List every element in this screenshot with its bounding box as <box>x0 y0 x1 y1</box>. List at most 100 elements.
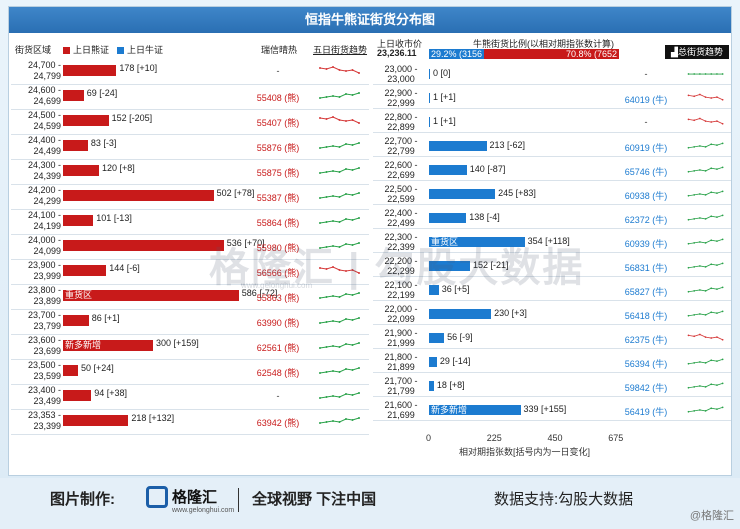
recovery-code[interactable]: 60938 (牛) <box>624 191 668 201</box>
recovery-code[interactable]: 60919 (牛) <box>624 143 668 153</box>
credit: @格隆汇 <box>689 510 734 522</box>
recovery-code[interactable]: 55876 (熊) <box>256 143 300 153</box>
trend-sparkline <box>319 417 360 424</box>
price-range-line: 22,300 - <box>384 232 418 242</box>
sparkline-point <box>693 386 696 388</box>
recovery-code[interactable]: 55980 (熊) <box>256 243 300 253</box>
bear-bar[interactable] <box>63 215 94 226</box>
recovery-code[interactable]: 62561 (熊) <box>256 343 300 353</box>
bear-bar[interactable] <box>63 240 224 251</box>
recovery-code[interactable]: 55387 (熊) <box>256 193 300 203</box>
recovery-code[interactable]: 56831 (牛) <box>624 263 668 273</box>
bull-bar[interactable] <box>429 189 496 199</box>
recovery-code[interactable]: 56394 (牛) <box>624 359 668 369</box>
bear-bar[interactable] <box>63 90 84 101</box>
recovery-code[interactable]: - <box>644 69 648 79</box>
bull-bar[interactable] <box>429 309 492 319</box>
bull-bar[interactable] <box>429 333 445 343</box>
total-trend-button[interactable]: ▟总街货趋势 <box>665 45 729 59</box>
recovery-code[interactable]: 65746 (牛) <box>624 167 668 177</box>
recovery-code[interactable]: - <box>276 391 280 401</box>
bear-row: 23,700 -23,799 86 [+1] 63990 (熊) <box>11 309 369 335</box>
sparkline-point <box>351 394 354 396</box>
bear-bar[interactable] <box>63 190 214 201</box>
trend-sparkline <box>319 192 360 199</box>
bear-bar[interactable] <box>63 415 129 426</box>
bear-bar[interactable] <box>63 365 78 376</box>
bull-bar[interactable] <box>429 381 434 391</box>
recovery-code[interactable]: 60939 (牛) <box>624 239 668 249</box>
recovery-code[interactable]: 55864 (熊) <box>256 218 300 228</box>
bull-bar[interactable] <box>429 285 439 295</box>
bear-row: 24,100 -24,199 101 [-13] 55864 (熊) <box>11 209 369 235</box>
recovery-code[interactable]: 65827 (牛) <box>624 287 668 297</box>
sparkline-point <box>351 119 354 121</box>
bear-bar[interactable] <box>63 315 89 326</box>
bear-bar[interactable] <box>63 390 92 401</box>
recovery-code[interactable]: 64019 (牛) <box>624 95 668 105</box>
bull-bar[interactable] <box>429 93 430 103</box>
recovery-code[interactable]: 56419 (牛) <box>624 407 668 417</box>
sparkline-point <box>710 359 713 362</box>
sparkline-point <box>345 243 347 245</box>
recovery-code[interactable]: 55408 (熊) <box>256 93 300 103</box>
bear-bar[interactable] <box>63 115 109 126</box>
sparkline-point <box>338 221 341 223</box>
bull-bar[interactable]: 重货区 <box>429 237 525 247</box>
sparkline-point <box>716 144 718 146</box>
bull-bar[interactable] <box>429 261 471 271</box>
bar-value-label: 1 [+1] <box>433 116 456 126</box>
recovery-code[interactable]: 62548 (熊) <box>256 368 300 378</box>
sparkline-point <box>332 395 334 397</box>
bar-value-label: 339 [+155] <box>523 404 567 414</box>
sparkline-point <box>687 266 690 269</box>
bull-row: 23,000 -23,000 0 [0] - <box>373 64 731 85</box>
recovery-code[interactable]: - <box>644 117 648 127</box>
recovery-code[interactable]: 59842 (牛) <box>624 383 668 393</box>
recovery-code[interactable]: - <box>276 66 280 76</box>
recovery-code[interactable]: 55863 (熊) <box>256 293 300 303</box>
bull-bar[interactable] <box>429 357 437 367</box>
recovery-code[interactable]: 63990 (熊) <box>256 318 300 328</box>
bear-header: 街货区域 上日熊证 上日牛证 瑞信晴热 五日街货趋势 <box>11 37 369 59</box>
recovery-code[interactable]: 55407 (熊) <box>256 118 300 128</box>
bear-bar[interactable] <box>63 265 107 276</box>
bull-bar[interactable] <box>429 69 430 79</box>
sparkline-point <box>721 166 724 169</box>
recovery-code[interactable]: 62372 (牛) <box>624 215 668 225</box>
last-close-label: 上日收市价 <box>377 39 423 49</box>
sparkline-point <box>351 244 354 246</box>
recovery-code[interactable]: 55875 (熊) <box>256 168 300 178</box>
bull-row: 22,600 -22,699 140 [-87] 65746 (牛) <box>373 160 731 181</box>
sparkline-point <box>358 417 360 419</box>
sparkline-point <box>338 321 341 323</box>
sparkline-point <box>358 192 360 194</box>
bull-bar[interactable]: 新多新增 <box>429 405 521 415</box>
col-trend-label[interactable]: 五日街货趋势 <box>313 45 368 55</box>
bear-bar[interactable]: 重货区 <box>63 290 239 301</box>
price-range-line: 24,100 - <box>27 210 61 220</box>
sparkline-point <box>351 269 354 271</box>
recovery-code[interactable]: 62375 (牛) <box>624 335 668 345</box>
bear-row: 23,353 -23,399 218 [+132] 63942 (熊) <box>11 409 369 435</box>
bull-bar[interactable] <box>429 165 467 175</box>
bear-bar[interactable] <box>63 165 99 176</box>
recovery-code[interactable]: 56566 (熊) <box>256 268 300 278</box>
bear-bar[interactable] <box>63 65 117 76</box>
sparkline-point <box>338 196 341 198</box>
sparkline-point <box>710 407 713 410</box>
sparkline-point <box>721 286 724 289</box>
bear-bar[interactable]: 新多新增 <box>63 340 153 351</box>
sparkline-point <box>704 96 707 98</box>
bear-bar[interactable] <box>63 140 88 151</box>
recovery-code[interactable]: 63942 (熊) <box>256 418 300 428</box>
recovery-code[interactable]: 56418 (牛) <box>624 311 668 321</box>
bull-bar[interactable] <box>429 141 487 151</box>
sparkline-point <box>716 240 718 242</box>
sparkline-point <box>704 362 707 364</box>
bull-bar[interactable] <box>429 117 430 127</box>
bull-bar[interactable] <box>429 213 467 223</box>
sparkline-point <box>704 266 707 268</box>
bar-value-label: 152 [-205] <box>111 113 153 123</box>
trend-sparkline <box>687 358 724 365</box>
